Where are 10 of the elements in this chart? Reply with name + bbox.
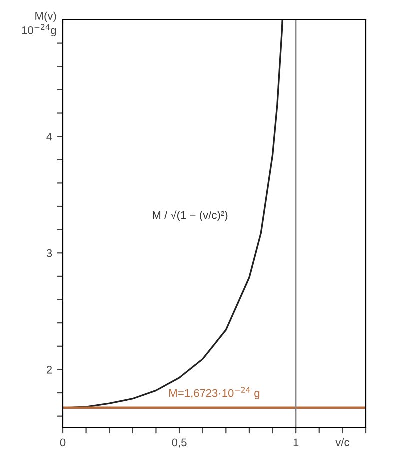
y-tick-label: 2 [46, 366, 52, 374]
y-tick-label: 3 [46, 249, 52, 258]
x-tick-label: 0,5 [172, 438, 187, 448]
annotation: M=1,6723·10$^{−24}$ g [170, 387, 260, 400]
x-tick-label: 1 [294, 438, 299, 446]
x-axis-title: v/c [336, 438, 350, 446]
y-tick-label: 4 [46, 132, 52, 141]
y-axis-title: M(v) 10$^{−24}$g [22, 12, 56, 37]
x-tick-label: 0 [60, 438, 66, 447]
annotation: M / √(1 − (v/c)²) [153, 210, 228, 222]
